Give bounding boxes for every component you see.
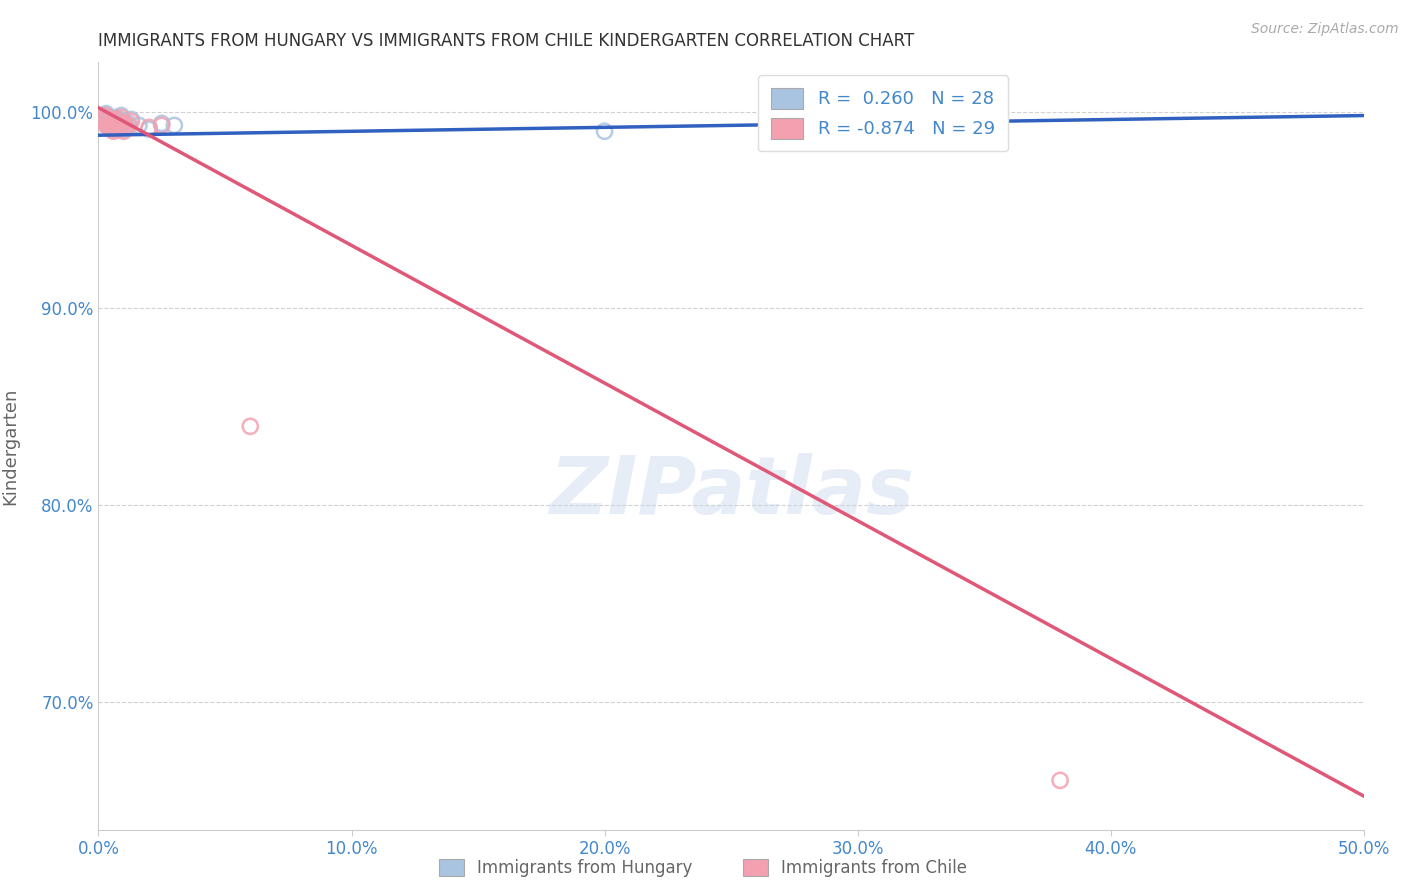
Point xyxy=(105,119,128,133)
Y-axis label: Kindergarten: Kindergarten xyxy=(1,387,20,505)
Text: ZIPatlas: ZIPatlas xyxy=(548,453,914,531)
Point xyxy=(94,119,117,133)
Point xyxy=(105,112,128,127)
Point xyxy=(115,119,138,133)
Text: IMMIGRANTS FROM HUNGARY VS IMMIGRANTS FROM CHILE KINDERGARTEN CORRELATION CHART: IMMIGRANTS FROM HUNGARY VS IMMIGRANTS FR… xyxy=(98,32,915,50)
Point xyxy=(97,111,120,125)
Point xyxy=(103,124,125,138)
Point xyxy=(107,122,129,136)
Point xyxy=(110,111,132,125)
Point xyxy=(112,122,135,136)
Point xyxy=(90,111,112,125)
Point xyxy=(128,119,150,133)
Point xyxy=(107,114,129,128)
Point xyxy=(110,119,132,133)
Point xyxy=(120,112,142,127)
Point xyxy=(103,116,125,130)
Point xyxy=(115,120,138,135)
Point xyxy=(112,116,135,130)
Point xyxy=(107,120,129,135)
Point xyxy=(163,119,186,133)
Point xyxy=(105,120,128,135)
Point xyxy=(110,109,132,123)
Point xyxy=(94,109,117,123)
Text: Source: ZipAtlas.com: Source: ZipAtlas.com xyxy=(1251,22,1399,37)
Legend: Immigrants from Hungary, Immigrants from Chile: Immigrants from Hungary, Immigrants from… xyxy=(432,852,974,884)
Point xyxy=(103,122,125,136)
Point xyxy=(105,111,128,125)
Point xyxy=(93,112,115,127)
Point xyxy=(100,122,122,136)
Point xyxy=(138,120,160,135)
Point xyxy=(94,116,117,130)
Point xyxy=(93,114,115,128)
Point xyxy=(107,112,129,127)
Point xyxy=(118,116,141,130)
Point xyxy=(93,111,115,125)
Point xyxy=(100,120,122,135)
Point xyxy=(112,124,135,138)
Point xyxy=(1049,773,1071,788)
Point xyxy=(110,116,132,130)
Point xyxy=(93,109,115,123)
Point xyxy=(120,114,142,128)
Point xyxy=(118,119,141,133)
Point xyxy=(150,119,173,133)
Point xyxy=(138,122,160,136)
Point xyxy=(90,112,112,127)
Point xyxy=(97,119,120,133)
Point xyxy=(150,116,173,130)
Point xyxy=(593,124,616,138)
Point xyxy=(103,114,125,128)
Point xyxy=(94,106,117,120)
Point xyxy=(239,419,262,434)
Point xyxy=(100,112,122,127)
Legend: R =  0.260   N = 28, R = -0.874   N = 29: R = 0.260 N = 28, R = -0.874 N = 29 xyxy=(758,75,1008,152)
Point xyxy=(112,114,135,128)
Point xyxy=(100,114,122,128)
Point xyxy=(97,120,120,135)
Point xyxy=(97,112,120,127)
